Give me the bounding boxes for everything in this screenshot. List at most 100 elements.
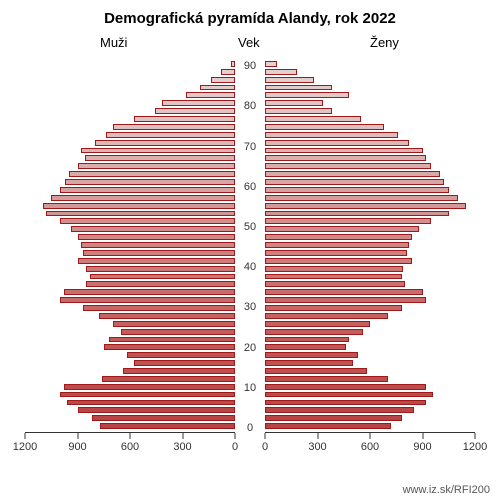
- pyramid-chart: Demografická pyramída Alandy, rok 2022 M…: [0, 0, 500, 500]
- x-tick-mark: [130, 433, 131, 439]
- male-bar: [221, 69, 235, 75]
- x-tick-label: 0: [262, 441, 268, 453]
- bar-row: [0, 76, 500, 84]
- female-bar: [265, 108, 332, 114]
- female-bar: [265, 297, 426, 303]
- y-tick-label: 40: [240, 261, 260, 273]
- x-tick-mark: [235, 433, 236, 439]
- y-tick-label: 0: [240, 422, 260, 434]
- female-bar: [265, 321, 370, 327]
- female-bar: [265, 171, 440, 177]
- female-bar: [265, 329, 363, 335]
- x-axis-right: 03006009001200: [265, 432, 475, 433]
- male-bar: [43, 203, 236, 209]
- male-bar: [113, 124, 236, 130]
- bar-row: [0, 328, 500, 336]
- female-bar: [265, 423, 391, 429]
- female-bar: [265, 392, 433, 398]
- female-bar: [265, 116, 361, 122]
- female-bar: [265, 148, 423, 154]
- male-bar: [85, 155, 236, 161]
- female-bar: [265, 69, 297, 75]
- male-bar: [109, 337, 235, 343]
- x-axis-left: 12009006003000: [25, 432, 235, 433]
- x-tick-mark: [475, 433, 476, 439]
- x-tick-label: 600: [361, 441, 379, 453]
- female-bar: [265, 400, 426, 406]
- male-bar: [67, 400, 235, 406]
- source-text: www.iz.sk/RFI200: [403, 484, 490, 496]
- male-bar: [134, 360, 236, 366]
- x-tick-label: 300: [173, 441, 191, 453]
- x-tick-label: 600: [121, 441, 139, 453]
- bar-row: [0, 202, 500, 210]
- male-bar: [78, 234, 236, 240]
- bar-row: [0, 406, 500, 414]
- x-tick-mark: [370, 433, 371, 439]
- male-bar: [90, 274, 235, 280]
- female-bar: [265, 155, 426, 161]
- bar-row: [0, 288, 500, 296]
- male-bar: [60, 218, 235, 224]
- female-bar: [265, 337, 349, 343]
- male-bar: [211, 77, 236, 83]
- y-tick-label: 30: [240, 301, 260, 313]
- female-bar: [265, 289, 423, 295]
- male-bar: [78, 163, 236, 169]
- male-bar: [100, 423, 235, 429]
- male-bar: [51, 195, 235, 201]
- male-bar: [78, 407, 236, 413]
- bar-row: [0, 162, 500, 170]
- male-bar: [64, 289, 236, 295]
- female-bar: [265, 61, 277, 67]
- x-tick-mark: [265, 433, 266, 439]
- bar-row: [0, 241, 500, 249]
- female-bar: [265, 360, 353, 366]
- male-bar: [78, 258, 236, 264]
- female-bar: [265, 195, 458, 201]
- female-bar: [265, 352, 358, 358]
- y-tick-label: 10: [240, 382, 260, 394]
- male-bar: [134, 116, 236, 122]
- x-tick-label: 900: [68, 441, 86, 453]
- x-tick-mark: [317, 433, 318, 439]
- female-bar: [265, 258, 412, 264]
- male-bar: [60, 297, 235, 303]
- female-bar: [265, 218, 431, 224]
- male-bar: [46, 211, 235, 217]
- bar-row: [0, 367, 500, 375]
- bar-row: [0, 359, 500, 367]
- female-bar: [265, 250, 407, 256]
- female-bar: [265, 266, 403, 272]
- bar-row: [0, 194, 500, 202]
- male-bar: [186, 92, 235, 98]
- female-bar: [265, 179, 444, 185]
- female-bar: [265, 415, 402, 421]
- male-bar: [99, 313, 236, 319]
- left-series-label: Muži: [100, 35, 127, 50]
- male-bar: [86, 266, 235, 272]
- y-tick-label: 50: [240, 221, 260, 233]
- male-bar: [92, 415, 236, 421]
- female-bar: [265, 187, 449, 193]
- bars-area: [0, 60, 500, 430]
- female-bar: [265, 77, 314, 83]
- bar-row: [0, 280, 500, 288]
- x-tick-mark: [182, 433, 183, 439]
- x-tick-mark: [422, 433, 423, 439]
- bar-row: [0, 414, 500, 422]
- chart-title: Demografická pyramída Alandy, rok 2022: [0, 10, 500, 27]
- x-tick-label: 1200: [13, 441, 37, 453]
- female-bar: [265, 100, 323, 106]
- x-tick-label: 1200: [463, 441, 487, 453]
- y-tick-label: 20: [240, 342, 260, 354]
- male-bar: [106, 132, 236, 138]
- male-bar: [81, 242, 235, 248]
- bar-row: [0, 91, 500, 99]
- female-bar: [265, 211, 449, 217]
- male-bar: [162, 100, 236, 106]
- male-bar: [95, 140, 235, 146]
- center-axis-label: Vek: [238, 35, 260, 50]
- male-bar: [104, 344, 235, 350]
- female-bar: [265, 344, 346, 350]
